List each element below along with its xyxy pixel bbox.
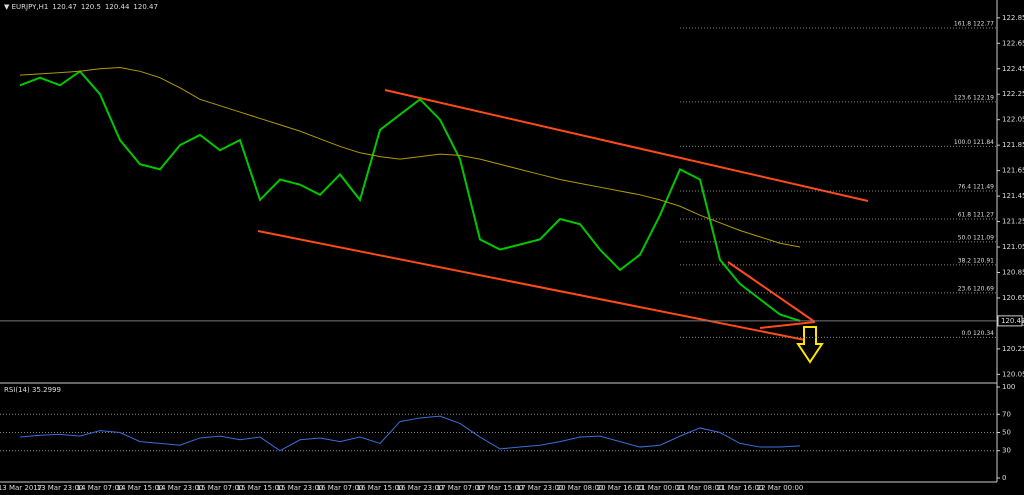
x-tick-label: 14 Mar 23:00 — [157, 484, 204, 492]
y-tick-label: 120.65 — [1002, 294, 1024, 302]
y-tick-label: 121.05 — [1002, 243, 1024, 251]
x-tick-label: 22 Mar 00:00 — [757, 484, 804, 492]
x-tick-label: 16 Mar 15:00 — [357, 484, 404, 492]
fib-label: 50.0 121.09 — [958, 234, 994, 241]
trendline-lower — [257, 230, 806, 341]
fib-label: 100.0 121.84 — [954, 139, 994, 146]
y-tick-label: 121.85 — [1002, 141, 1024, 149]
x-tick-label: 21 Mar 00:00 — [637, 484, 684, 492]
fib-label: 38.2 120.91 — [958, 257, 994, 264]
x-tick-label: 16 Mar 07:00 — [317, 484, 364, 492]
y-tick-label: 122.45 — [1002, 65, 1024, 73]
fib-label: 161.8 122.77 — [954, 21, 994, 28]
down-arrow — [796, 326, 824, 364]
symbol-header: ▼ EURJPY,H1 120.47 120.5 120.44 120.47 — [4, 3, 158, 11]
y-tick-label: 121.65 — [1002, 167, 1024, 175]
trendline-upper — [384, 89, 869, 202]
fib-label: 76.4 121.49 — [958, 184, 994, 191]
rsi-header: RSI(14) 35.2999 — [4, 386, 61, 394]
y-tick-label: 50 — [1002, 429, 1011, 437]
x-tick-label: 14 Mar 07:00 — [77, 484, 124, 492]
quote-value: 120.47 — [52, 3, 77, 11]
last-price-label: 120.47 — [1001, 317, 1024, 325]
y-tick-label: 122.85 — [1002, 14, 1024, 22]
y-tick-label: 100 — [1002, 383, 1015, 391]
last-price-box — [997, 315, 1023, 327]
x-tick-label: 15 Mar 23:00 — [277, 484, 324, 492]
x-tick-label: 20 Mar 08:00 — [557, 484, 604, 492]
y-tick-label: 0 — [1002, 474, 1006, 482]
x-tick-label: 13 Mar 2017 — [0, 484, 42, 492]
x-tick-label: 15 Mar 15:00 — [237, 484, 284, 492]
x-tick-label: 21 Mar 16:00 — [717, 484, 764, 492]
x-tick-label: 14 Mar 15:00 — [117, 484, 164, 492]
x-tick-label: 21 Mar 08:00 — [677, 484, 724, 492]
fib-label: 23.6 120.69 — [958, 285, 994, 292]
y-tick-label: 121.25 — [1002, 218, 1024, 226]
x-tick-label: 16 Mar 23:00 — [397, 484, 444, 492]
y-tick-label: 122.25 — [1002, 90, 1024, 98]
y-tick-label: 122.05 — [1002, 116, 1024, 124]
x-tick-label: 13 Mar 23:00 — [37, 484, 84, 492]
y-tick-label: 120.85 — [1002, 268, 1024, 276]
fib-label: 123.6 122.19 — [954, 94, 994, 101]
quote-value: 120.47 — [133, 3, 158, 11]
x-tick-label: 17 Mar 07:00 — [437, 484, 484, 492]
series-line — [19, 66, 801, 248]
y-tick-label: 70 — [1002, 410, 1011, 418]
series-line — [19, 415, 801, 452]
quote-value: 120.44 — [105, 3, 130, 11]
x-tick-label: 15 Mar 07:00 — [197, 484, 244, 492]
fib-label: 61.8 121.27 — [958, 212, 994, 219]
y-tick-label: 120.05 — [1002, 370, 1024, 378]
y-tick-label: 122.65 — [1002, 39, 1024, 47]
x-tick-label: 17 Mar 15:00 — [477, 484, 524, 492]
y-tick-label: 30 — [1002, 447, 1011, 455]
quote-value: 120.5 — [81, 3, 101, 11]
trendline-wedge-low — [759, 321, 816, 329]
x-tick-label: 17 Mar 23:00 — [517, 484, 564, 492]
y-tick-label: 120.25 — [1002, 345, 1024, 353]
trendline-wedge — [727, 261, 816, 323]
fib-label: 0.0 120.34 — [962, 330, 995, 337]
x-tick-label: 20 Mar 16:00 — [597, 484, 644, 492]
series-line — [19, 69, 801, 322]
y-tick-label: 121.45 — [1002, 192, 1024, 200]
